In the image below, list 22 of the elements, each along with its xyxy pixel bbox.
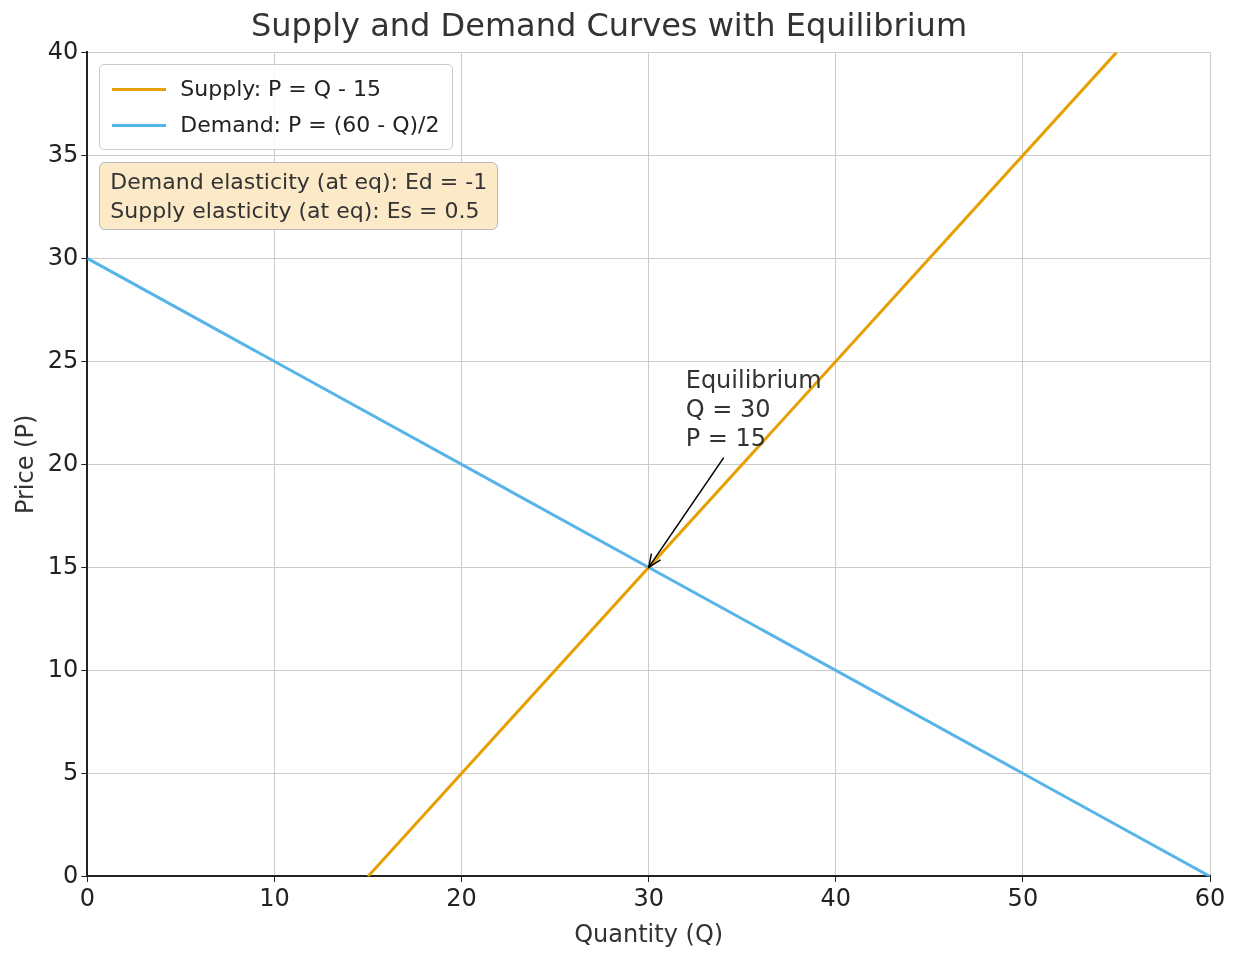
legend-label: Demand: P = (60 - Q)/2 bbox=[180, 111, 440, 140]
annotation: Equilibrium Q = 30 P = 15 bbox=[685, 365, 822, 452]
legend-label: Supply: P = Q - 15 bbox=[180, 75, 382, 104]
y-tick-label: 20 bbox=[47, 448, 79, 477]
x-tick-label: 50 bbox=[1007, 884, 1039, 913]
chart-title: Supply and Demand Curves with Equilibrium bbox=[250, 5, 968, 44]
x-tick-label: 30 bbox=[633, 884, 664, 913]
x-tick-label: 10 bbox=[259, 884, 290, 913]
y-tick-label: 30 bbox=[47, 242, 79, 271]
y-tick-label: 5 bbox=[63, 757, 79, 786]
y-tick-label: 0 bbox=[63, 860, 79, 889]
y-tick-label: 40 bbox=[47, 36, 79, 65]
annotation: Demand elasticity (at eq): Ed = -1 Supply elasticity (at eq): Es = 0.5 bbox=[110, 168, 488, 226]
x-tick-label: 20 bbox=[446, 884, 477, 913]
y-tick-label: 25 bbox=[47, 345, 79, 374]
x-tick-label: 60 bbox=[1194, 884, 1226, 913]
y-axis-title: Price (P) bbox=[10, 414, 39, 515]
y-tick-label: 10 bbox=[47, 654, 79, 683]
y-tick-label: 35 bbox=[47, 139, 79, 168]
x-tick-label: 40 bbox=[820, 884, 852, 913]
y-tick-label: 15 bbox=[47, 551, 79, 580]
x-axis-title: Quantity (Q) bbox=[574, 919, 724, 948]
